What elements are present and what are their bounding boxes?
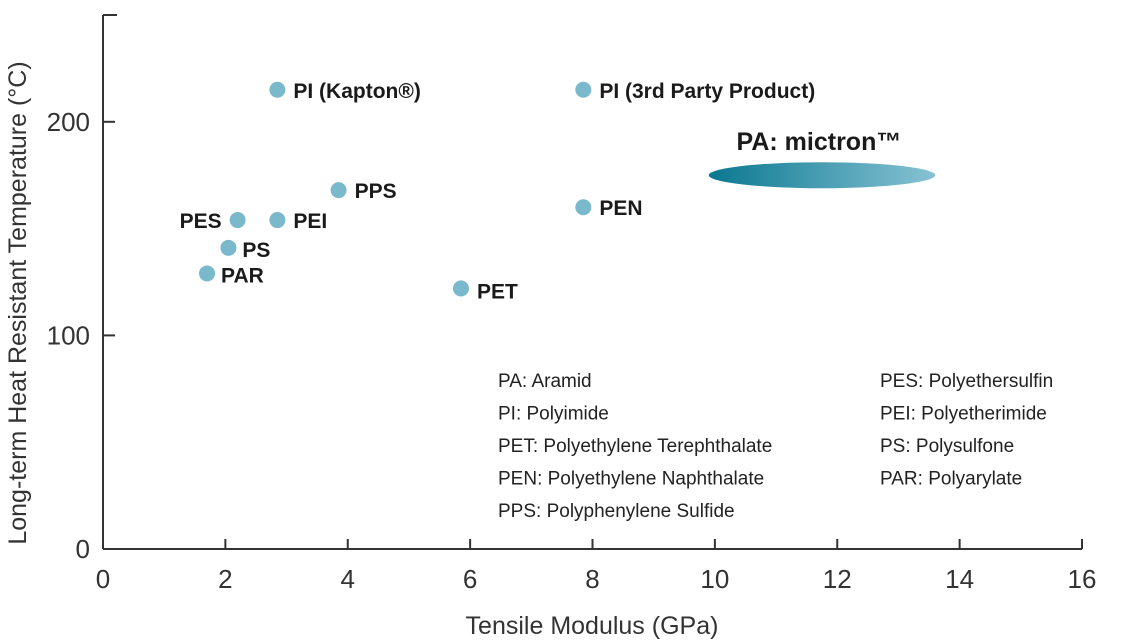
x-tick-label: 12	[823, 564, 852, 594]
annotation-left: PPS: Polyphenylene Sulfide	[498, 501, 735, 522]
data-point	[330, 182, 347, 199]
data-point-label: PPS	[355, 180, 397, 203]
data-point	[269, 81, 286, 98]
x-tick-label: 4	[341, 564, 355, 594]
data-point-label: PEN	[599, 197, 642, 220]
y-tick-label: 100	[47, 320, 90, 350]
y-tick-label: 200	[47, 107, 90, 137]
data-point-label: PES	[180, 210, 222, 233]
annotation-right: PAR: Polyarylate	[880, 469, 1022, 490]
x-tick-label: 6	[463, 564, 477, 594]
annotation-right: PEI: Polyetherimide	[880, 404, 1047, 425]
data-marks: PA: mictron™ PI (Kapton®) PI (3rd Party Pr…	[180, 80, 936, 303]
data-point	[452, 280, 469, 297]
annotation-left: PET: Polyethylene Terephthalate	[498, 436, 772, 457]
mictron-label: PA: mictron™	[737, 128, 902, 156]
data-point-label: PI (Kapton®)	[293, 80, 420, 103]
x-tick-label: 0	[96, 564, 110, 594]
x-tick-label: 10	[700, 564, 729, 594]
data-point	[575, 199, 592, 216]
data-point-label: PEI	[293, 210, 327, 233]
data-point-label: PET	[477, 280, 518, 303]
annotation-left: PEN: Polyethylene Naphthalate	[498, 469, 764, 490]
annotation-right: PS: Polysulfone	[880, 436, 1014, 457]
abbreviation-legend: PA: Aramid PI: Polyimide PET: Polyethylene…	[498, 371, 1053, 522]
mictron-range-ellipse	[708, 162, 936, 189]
x-tick-label: 14	[945, 564, 974, 594]
data-point-label: PS	[242, 239, 270, 262]
data-point	[575, 81, 592, 98]
data-point	[220, 239, 237, 256]
data-point	[199, 265, 216, 282]
x-tick-label: 2	[218, 564, 232, 594]
data-point	[229, 212, 246, 229]
axes: 0 2 4 6 8 10 12 14 16 0 100 200	[47, 14, 1097, 594]
x-tick-label: 8	[585, 564, 599, 594]
x-tick-label: 16	[1068, 564, 1097, 594]
data-point-label: PAR	[221, 264, 264, 287]
y-tick-label: 0	[76, 534, 90, 564]
annotation-left: PI: Polyimide	[498, 404, 609, 425]
data-point	[269, 212, 286, 229]
y-axis-title: Long-term Heat Resistant Temperature (°C…	[4, 61, 32, 544]
annotation-right: PES: Polyethersulfin	[880, 371, 1053, 392]
annotation-left: PA: Aramid	[498, 371, 592, 392]
x-axis-title: Tensile Modulus (GPa)	[466, 612, 719, 640]
data-point-label: PI (3rd Party Product)	[599, 80, 815, 103]
